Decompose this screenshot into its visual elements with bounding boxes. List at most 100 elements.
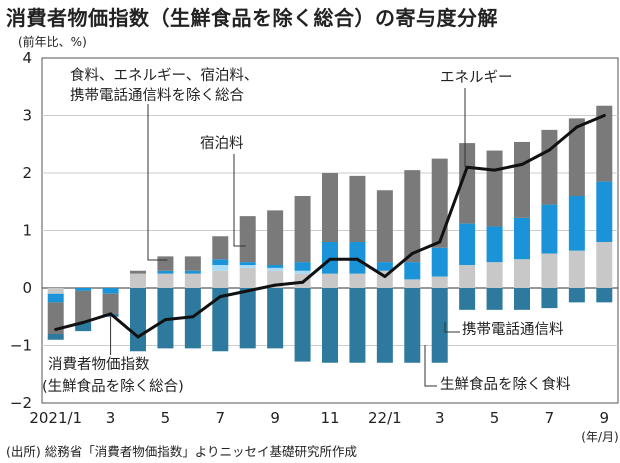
bar-food-segment <box>102 293 119 314</box>
cpi-point <box>163 318 167 322</box>
bar-mobile-segment <box>75 322 92 332</box>
cpi-point <box>493 168 497 172</box>
cpi-point <box>575 125 579 129</box>
bar-mobile-segment <box>596 288 613 303</box>
bar-food-segment <box>294 196 311 263</box>
cpi-point <box>465 165 469 169</box>
bar-mobile-segment <box>459 288 476 310</box>
bar-mobile-segment <box>322 288 338 363</box>
annotation-other-line1: 食料、エネルギー、宿泊料、 <box>70 67 258 84</box>
bar-mobile-segment <box>239 288 256 349</box>
annotation-leader <box>424 345 437 387</box>
bar-other-segment <box>431 276 448 288</box>
x-unit-label: (年/月) <box>581 430 618 444</box>
bar-other-segment <box>486 262 503 288</box>
bar-food-segment <box>349 175 366 242</box>
bar-accommodation-segment <box>239 265 256 268</box>
bar-other-segment <box>459 265 476 288</box>
bar-layer <box>47 105 613 363</box>
bar-food-segment <box>514 141 530 218</box>
line-layer <box>54 114 606 339</box>
annotation-leader <box>233 154 246 247</box>
x-tick-label: 9 <box>270 409 280 427</box>
bar-food-segment <box>486 150 503 227</box>
bar-energy-segment <box>568 196 585 251</box>
bar-food-segment <box>130 270 146 274</box>
bar-energy-segment <box>596 181 613 242</box>
bar-energy-segment <box>102 288 119 294</box>
bar-other-segment <box>514 259 530 288</box>
x-tick-label: 7 <box>216 409 226 427</box>
bar-food-segment <box>75 290 92 323</box>
bar-energy-segment <box>239 262 256 265</box>
bar-energy-segment <box>157 270 174 274</box>
x-tick-label: 5 <box>161 409 171 427</box>
bar-mobile-segment <box>514 288 530 310</box>
bar-mobile-segment <box>349 288 366 363</box>
x-tick-label: 5 <box>490 409 500 427</box>
cpi-point <box>602 114 606 117</box>
bar-food-segment <box>239 216 256 263</box>
bar-mobile-segment <box>486 288 503 310</box>
bar-other-segment <box>541 253 558 288</box>
bar-other-segment <box>130 273 146 288</box>
bar-energy-segment <box>486 226 503 263</box>
bar-other-segment <box>184 273 201 288</box>
bar-accommodation-segment <box>212 265 229 271</box>
bar-mobile-segment <box>404 288 421 363</box>
annotation-mobile: 携帯電話通信料 <box>462 321 564 338</box>
bar-food-segment <box>157 256 174 271</box>
y-tick-label: −2 <box>10 394 32 412</box>
bar-food-segment <box>184 256 201 271</box>
bar-energy-segment <box>431 247 448 277</box>
x-tick-label: 11 <box>320 409 339 427</box>
y-tick-label: −1 <box>10 337 32 355</box>
bar-other-segment <box>47 288 64 294</box>
cpi-point <box>218 295 222 299</box>
annotation-other-line2: 携帯電話通信料を除く総合 <box>70 87 244 104</box>
x-tick-label: 3 <box>435 409 445 427</box>
bar-mobile-segment <box>47 334 64 340</box>
annotation-energy: エネルギー <box>440 69 513 86</box>
bar-mobile-segment <box>376 288 393 363</box>
y-tick-label: 4 <box>22 49 32 67</box>
x-tick-label: 9 <box>600 409 610 427</box>
bar-food-segment <box>212 236 229 260</box>
bar-mobile-segment <box>130 288 146 352</box>
bar-mobile-segment <box>294 288 311 362</box>
cpi-point <box>301 280 305 284</box>
annotation-leader <box>444 322 460 333</box>
bar-food-segment <box>267 210 284 265</box>
bar-other-segment <box>239 267 256 288</box>
leader-layer <box>110 88 466 387</box>
annotation-layer: 食料、エネルギー、宿泊料、 携帯電話通信料を除く総合 宿泊料 エネルギー 携帯電… <box>42 67 571 395</box>
cpi-point <box>355 257 359 261</box>
annotation-cpi-line1: 消費者物価指数 <box>48 356 150 373</box>
bar-other-segment <box>157 273 174 288</box>
cpi-point <box>81 321 85 324</box>
cpi-point <box>246 289 250 293</box>
annotation-accommodation: 宿泊料 <box>200 135 244 152</box>
bar-other-segment <box>596 242 613 288</box>
y-unit-label: (前年比、%) <box>18 35 87 49</box>
cpi-point <box>383 275 387 278</box>
cpi-point <box>547 148 551 152</box>
cpi-point <box>328 257 332 261</box>
y-tick-label: 1 <box>22 222 32 240</box>
bar-other-segment <box>212 270 229 288</box>
chart-title: 消費者物価指数（生鮮食品を除く総合）の寄与度分解 <box>6 6 498 30</box>
cpi-point <box>109 312 113 316</box>
bar-energy-segment <box>294 262 311 271</box>
bar-other-segment <box>322 273 338 288</box>
bar-energy-segment <box>75 288 92 291</box>
bar-food-segment <box>322 173 338 242</box>
y-tick-label: 2 <box>22 164 32 182</box>
x-tick-label: 2021/1 <box>29 409 82 427</box>
bar-mobile-segment <box>267 288 284 349</box>
bar-energy-segment <box>376 262 393 271</box>
annotation-leader <box>147 104 168 261</box>
bar-other-segment <box>349 273 366 288</box>
cpi-point <box>438 240 442 244</box>
bar-food-segment <box>404 170 421 263</box>
